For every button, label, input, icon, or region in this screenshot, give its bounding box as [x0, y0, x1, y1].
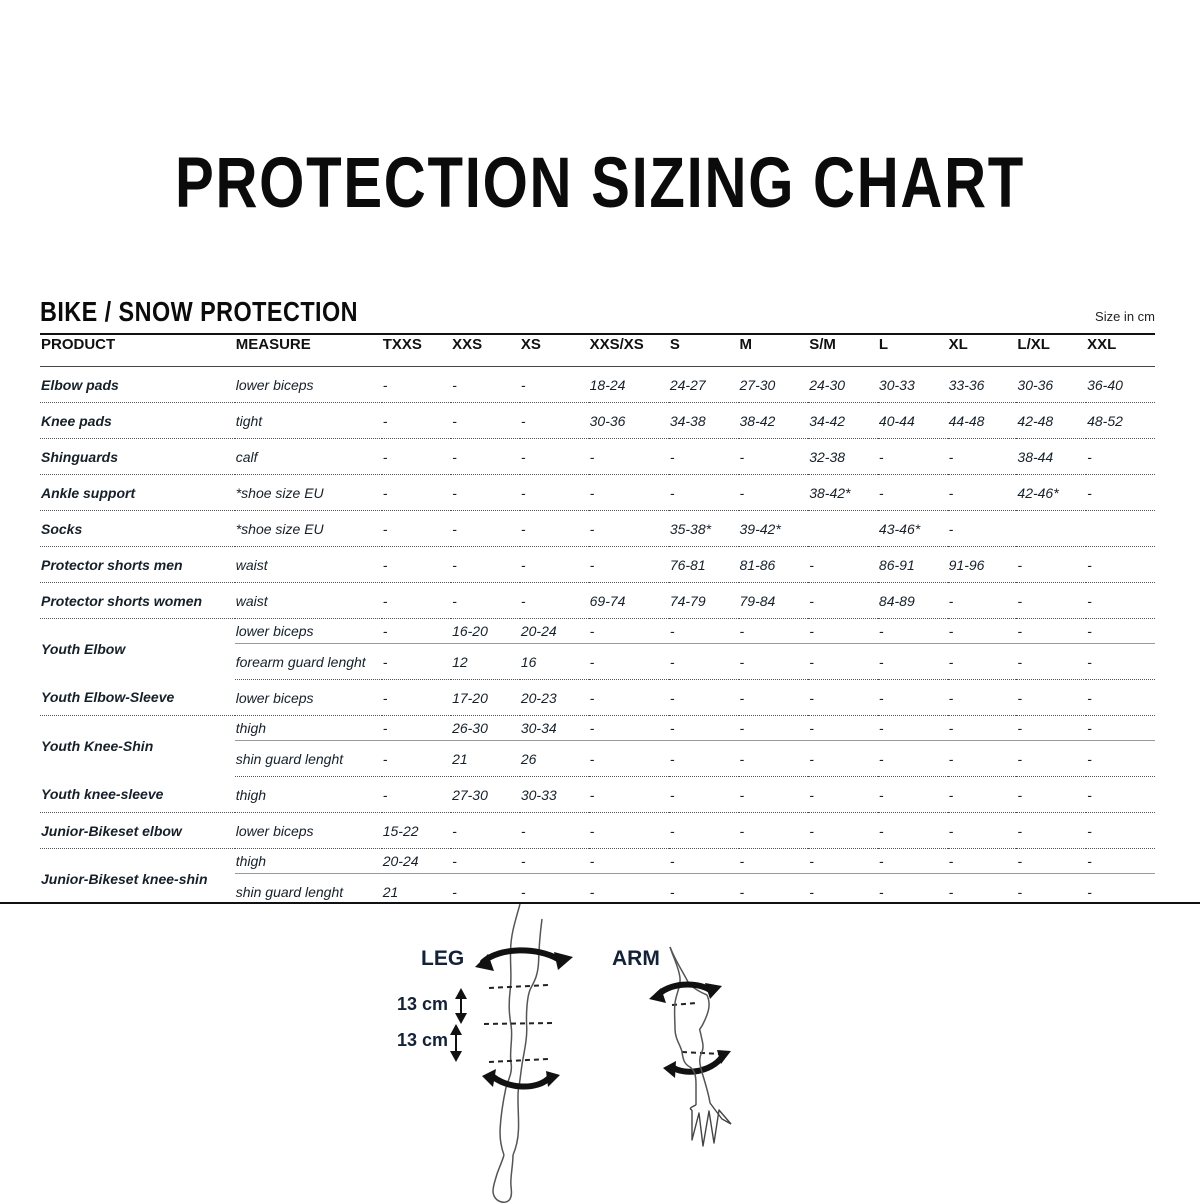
svg-text:LEG: LEG [421, 947, 464, 970]
svg-text:13 cm: 13 cm [397, 994, 448, 1014]
svg-text:13 cm: 13 cm [397, 1030, 448, 1050]
svg-text:ARM: ARM [612, 947, 660, 970]
